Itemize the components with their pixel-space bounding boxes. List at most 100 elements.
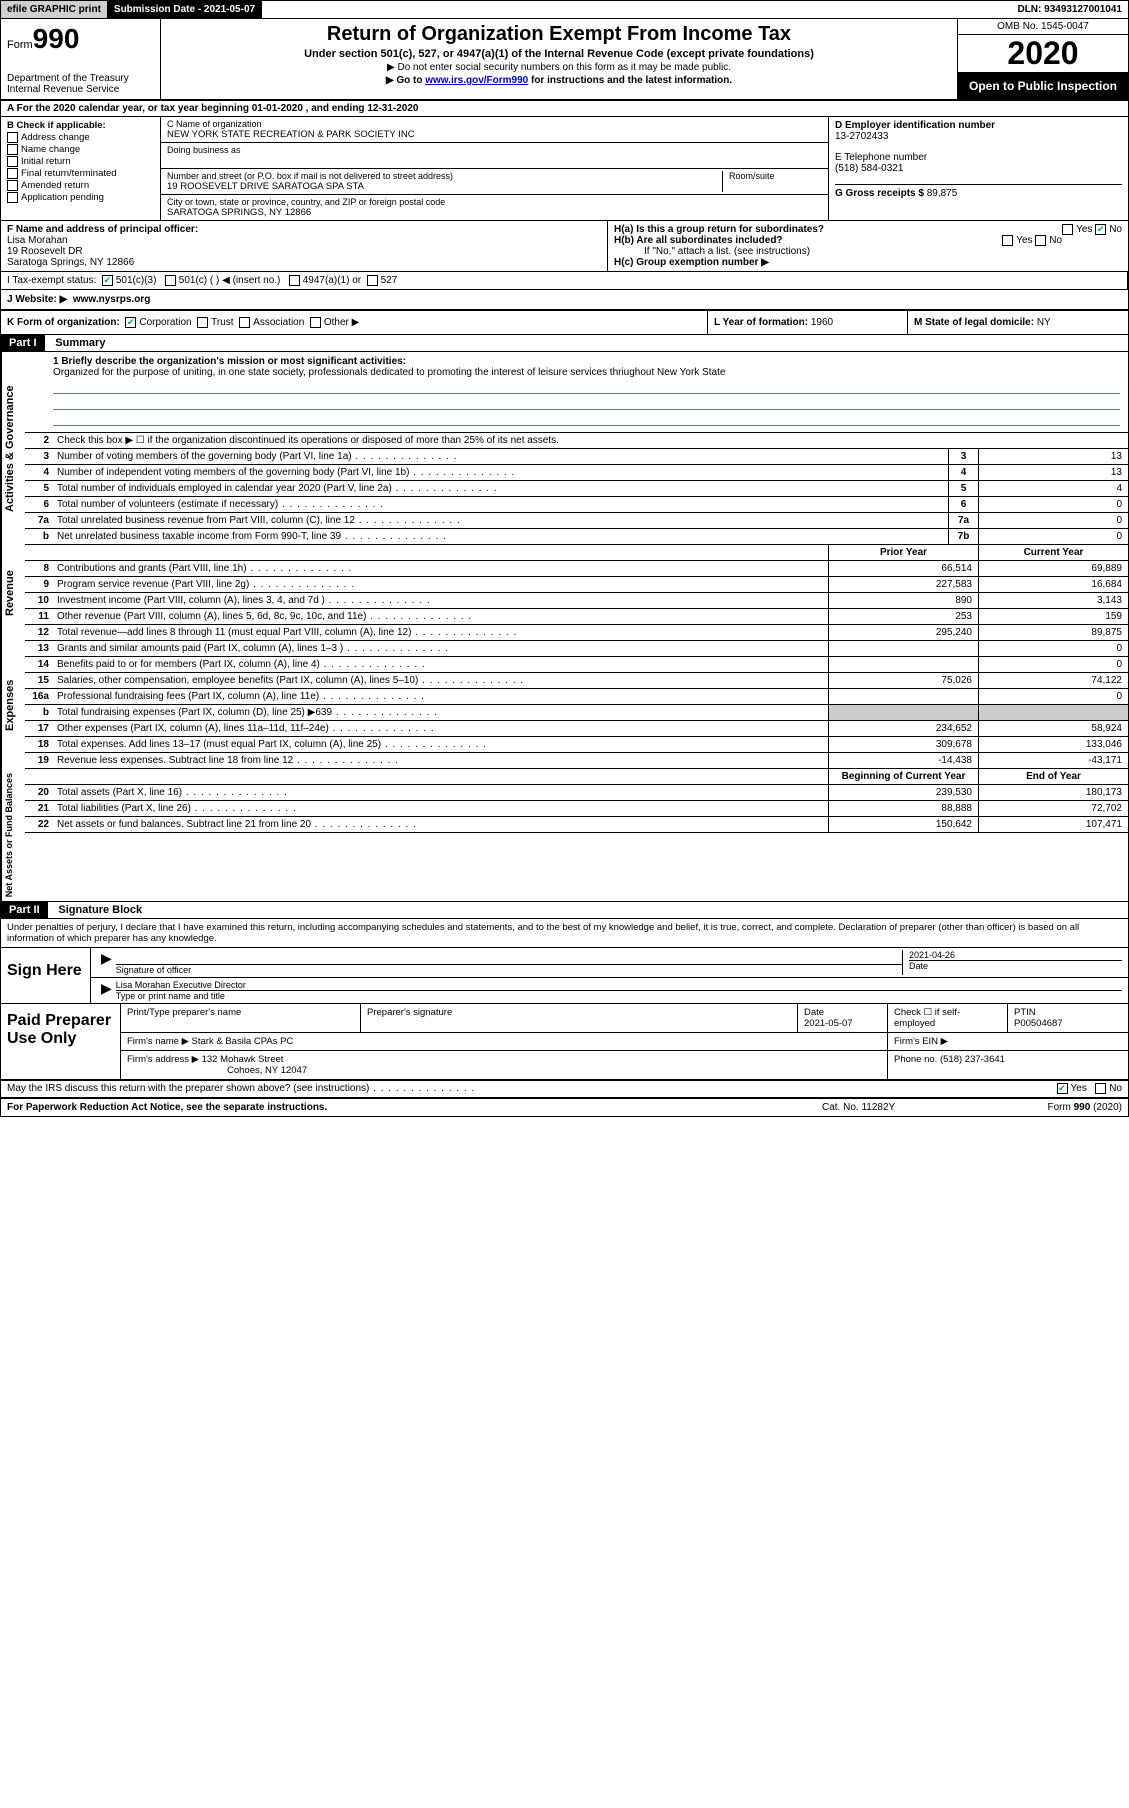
part1-badge: Part I [1, 335, 45, 351]
hc-row: H(c) Group exemption number ▶ [614, 257, 1122, 268]
street-address: 19 ROOSEVELT DRIVE SARATOGA SPA STA [167, 181, 722, 192]
part1-title: Summary [47, 335, 113, 351]
section-b: B Check if applicable: Address change Na… [1, 117, 161, 220]
prep-row1: Print/Type preparer's name Preparer's si… [121, 1004, 1128, 1033]
mission-rule [53, 412, 1120, 426]
mission-rule [53, 380, 1120, 394]
discuss-no[interactable] [1095, 1083, 1106, 1094]
i-label: I Tax-exempt status: [7, 275, 96, 286]
chk-name-change[interactable]: Name change [7, 144, 154, 155]
form-prefix: Form [7, 39, 33, 51]
summary-line: 8Contributions and grants (Part VIII, li… [25, 561, 1128, 577]
rev-section: Revenue Prior Year Current Year 8Contrib… [1, 545, 1128, 641]
header-right: OMB No. 1545-0047 2020 Open to Public In… [958, 19, 1128, 99]
end-year-hdr: End of Year [978, 769, 1128, 784]
prep-date-lbl: Date [804, 1007, 881, 1018]
cat-no: Cat. No. 11282Y [822, 1102, 962, 1113]
form-header: Form990 Department of the Treasury Inter… [1, 19, 1128, 101]
chk-final-return[interactable]: Final return/terminated [7, 168, 154, 179]
officer-addr1: 19 Roosevelt DR [7, 246, 83, 257]
instructions-note: ▶ Go to www.irs.gov/Form990 for instruct… [167, 75, 951, 86]
hb-label: H(b) Are all subordinates included? [614, 235, 783, 246]
ssn-note: ▶ Do not enter social security numbers o… [167, 62, 951, 73]
summary-line: 5Total number of individuals employed in… [25, 481, 1128, 497]
form-subtitle: Under section 501(c), 527, or 4947(a)(1)… [167, 48, 951, 60]
section-h: H(a) Is this a group return for subordin… [608, 221, 1128, 271]
na-header-row: Beginning of Current Year End of Year [25, 769, 1128, 785]
sign-block: Sign Here ▶ Signature of officer 2021-04… [1, 948, 1128, 1004]
prep-row2: Firm's name ▶ Stark & Basila CPAs PC Fir… [121, 1033, 1128, 1051]
paperwork-notice: For Paperwork Reduction Act Notice, see … [7, 1102, 822, 1113]
chk-address-change[interactable]: Address change [7, 132, 154, 143]
chk-other[interactable] [310, 317, 321, 328]
summary-line: 11Other revenue (Part VIII, column (A), … [25, 609, 1128, 625]
rev-vlabel: Revenue [1, 545, 25, 641]
firm-name-val: Stark & Basila CPAs PC [192, 1036, 294, 1047]
sig-date-lbl: Date [909, 960, 1122, 971]
chk-amended[interactable]: Amended return [7, 180, 154, 191]
k-label: K Form of organization: [7, 317, 120, 328]
open-public-badge: Open to Public Inspection [958, 73, 1128, 99]
summary-line: 3Number of voting members of the governi… [25, 449, 1128, 465]
firm-addr-val2: Cohoes, NY 12047 [227, 1065, 307, 1076]
dba-label: Doing business as [167, 145, 822, 155]
chk-527[interactable] [367, 275, 378, 286]
omb-number: OMB No. 1545-0047 [958, 19, 1128, 35]
section-l: L Year of formation: 1960 [708, 311, 908, 334]
m-label: M State of legal domicile: [914, 317, 1037, 328]
sig-officer-row: ▶ Signature of officer 2021-04-26 Date [91, 948, 1128, 978]
chk-initial-return[interactable]: Initial return [7, 156, 154, 167]
firm-addr-val1: 132 Mohawk Street [202, 1054, 284, 1065]
summary-line: 20Total assets (Part X, line 16)239,5301… [25, 785, 1128, 801]
form-ref: Form 990 (2020) [962, 1102, 1122, 1113]
chk-501c3[interactable] [102, 275, 113, 286]
chk-app-pending[interactable]: Application pending [7, 192, 154, 203]
firm-phone-val: (518) 237-3641 [940, 1054, 1005, 1065]
chk-trust[interactable] [197, 317, 208, 328]
chk-assoc[interactable] [239, 317, 250, 328]
mission-rule [53, 396, 1120, 410]
ptin-val: P00504687 [1014, 1018, 1122, 1029]
dln-label: DLN: 93493127001041 [1011, 1, 1128, 18]
section-c: C Name of organization NEW YORK STATE RE… [161, 117, 828, 220]
summary-line: 15Salaries, other compensation, employee… [25, 673, 1128, 689]
ha-no[interactable] [1095, 224, 1106, 235]
discuss-text: May the IRS discuss this return with the… [7, 1083, 475, 1094]
discuss-row: May the IRS discuss this return with the… [1, 1081, 1128, 1098]
prep-sig-lbl: Preparer's signature [361, 1004, 798, 1032]
chk-501c[interactable] [165, 275, 176, 286]
summary-line: 13Grants and similar amounts paid (Part … [25, 641, 1128, 657]
entity-block: B Check if applicable: Address change Na… [1, 117, 1128, 221]
j-label: J Website: ▶ [7, 294, 67, 305]
header-left: Form990 Department of the Treasury Inter… [1, 19, 161, 99]
summary-line: 9Program service revenue (Part VIII, lin… [25, 577, 1128, 593]
summary-line: 22Net assets or fund balances. Subtract … [25, 817, 1128, 833]
ptin-lbl: PTIN [1014, 1007, 1122, 1018]
mission-block: 1 Briefly describe the organization's mi… [25, 352, 1128, 433]
instructions-link[interactable]: www.irs.gov/Form990 [425, 75, 528, 86]
summary-line: bNet unrelated business taxable income f… [25, 529, 1128, 545]
current-year-hdr: Current Year [978, 545, 1128, 560]
mission-a: Organized for the purpose of uniting, in… [53, 367, 1120, 378]
summary-line: 12Total revenue—add lines 8 through 11 (… [25, 625, 1128, 641]
department-label: Department of the Treasury Internal Reve… [7, 73, 154, 95]
city-label: City or town, state or province, country… [167, 197, 822, 207]
prep-row3: Firm's address ▶ 132 Mohawk Street Cohoe… [121, 1051, 1128, 1079]
na-section: Net Assets or Fund Balances Beginning of… [1, 769, 1128, 902]
sig-date-val: 2021-04-26 [909, 950, 1122, 960]
header-mid: Return of Organization Exempt From Incom… [161, 19, 958, 99]
hb-yes[interactable] [1002, 235, 1013, 246]
sig-officer-lbl: Signature of officer [116, 964, 902, 975]
rev-header-row: Prior Year Current Year [25, 545, 1128, 561]
org-name: NEW YORK STATE RECREATION & PARK SOCIETY… [167, 129, 822, 140]
hb-row: H(b) Are all subordinates included? Yes … [614, 235, 1122, 246]
d-label: D Employer identification number [835, 120, 995, 131]
chk-4947[interactable] [289, 275, 300, 286]
exp-section: Expenses 13Grants and similar amounts pa… [1, 641, 1128, 769]
hb-no[interactable] [1035, 235, 1046, 246]
addr-label: Number and street (or P.O. box if mail i… [167, 171, 722, 181]
summary-line: 21Total liabilities (Part X, line 26)88,… [25, 801, 1128, 817]
discuss-yes[interactable] [1057, 1083, 1068, 1094]
chk-corp[interactable] [125, 317, 136, 328]
ha-yes[interactable] [1062, 224, 1073, 235]
